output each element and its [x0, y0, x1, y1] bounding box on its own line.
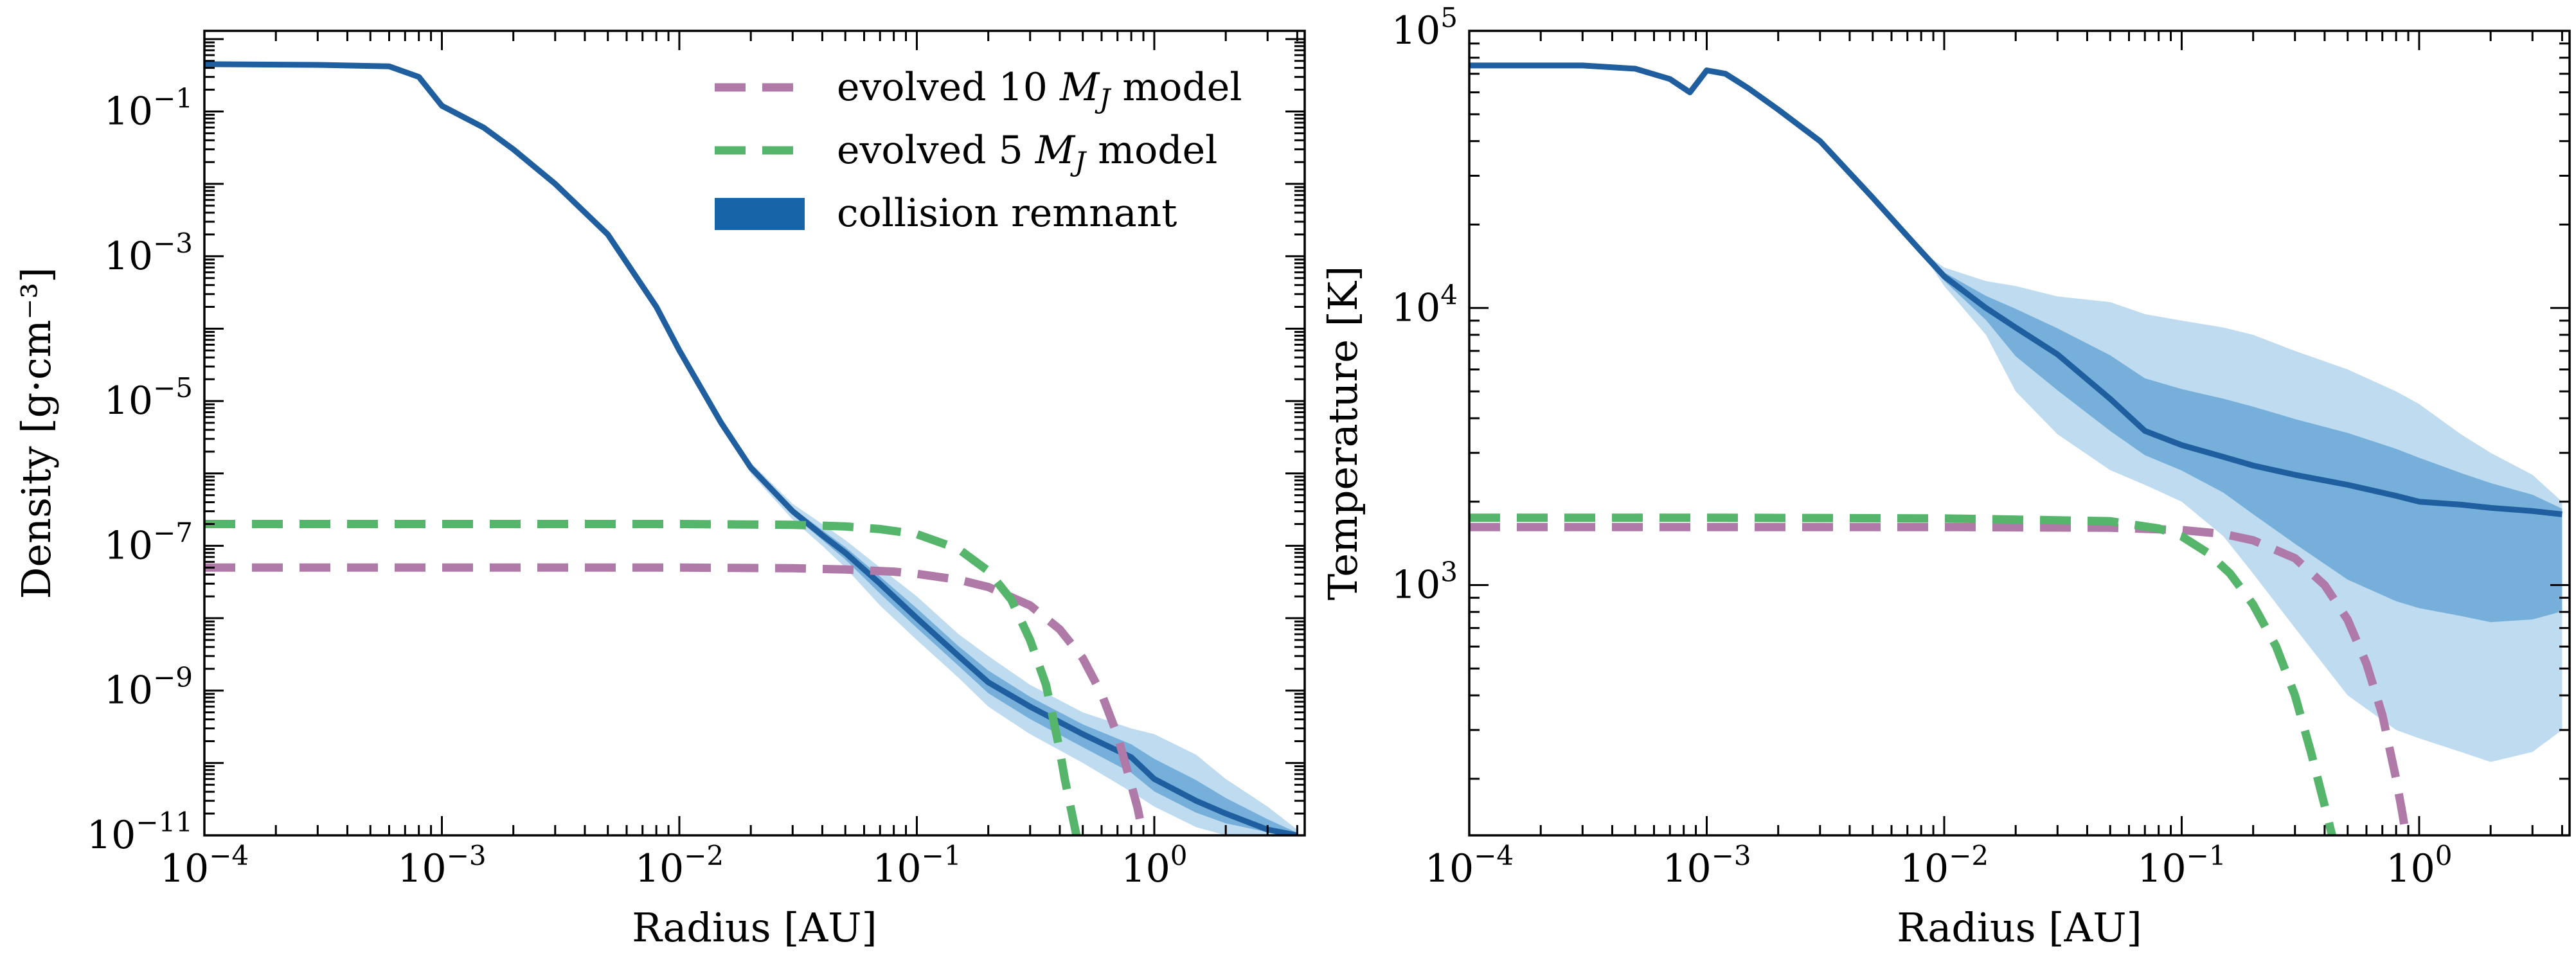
- x-tick-label: 10−4: [1425, 840, 1514, 891]
- density-panel: 10−4 10−3 10−2 10−1 100 10−11 10−9 10−7 10−5 10−3…: [13, 30, 1306, 951]
- y-tick-label: 10−7: [104, 517, 193, 568]
- y-tick-label: 10−9: [104, 662, 193, 713]
- axes-frame: [203, 30, 1306, 837]
- x-tick-label: 10−1: [2137, 840, 2226, 891]
- axes-frame: [1468, 30, 2571, 837]
- remnant-core-band: [1469, 65, 2563, 623]
- x-axis-label: Radius [AU]: [1897, 904, 2142, 951]
- remnant-median-line: [204, 61, 1298, 835]
- legend-label: evolved 5 MJ model: [837, 128, 1217, 177]
- legend: evolved 10 MJ model evolved 5 MJ model col…: [715, 65, 1242, 236]
- y-tick-label: 103: [1391, 556, 1458, 608]
- x-tick-label: 10−1: [872, 840, 961, 891]
- y-tick-label: 10−3: [104, 227, 193, 279]
- x-tick-label: 100: [2386, 840, 2452, 891]
- y-tick-label: 105: [1391, 2, 1458, 53]
- evolved-10mj-line: [1469, 522, 2410, 835]
- x-tick-label: 10−2: [635, 840, 724, 891]
- remnant-median-line: [1469, 62, 2563, 517]
- remnant-core-band: [204, 64, 1298, 835]
- y-tick-label: 10−11: [87, 806, 193, 858]
- evolved-5mj-line: [204, 520, 1081, 835]
- y-tick-label: 104: [1391, 279, 1458, 330]
- remnant-envelope: [1469, 65, 2563, 762]
- ticks: [203, 31, 1305, 837]
- plot-area: [204, 61, 1298, 835]
- legend-label: collision remnant: [837, 191, 1177, 236]
- x-tick-label: 10−3: [397, 840, 486, 891]
- y-tick-label: 10−5: [104, 372, 193, 423]
- legend-swatch: [715, 198, 805, 230]
- y-axis-label: Temperature [K]: [1319, 266, 1366, 601]
- x-axis-label: Radius [AU]: [632, 904, 877, 951]
- y-tick-label: 10−1: [104, 82, 193, 134]
- x-tick-label: 10−2: [1900, 840, 1989, 891]
- temperature-panel: 10−4 10−3 10−2 10−1 100 103 104 105 Radius [AU] T…: [1319, 2, 2571, 951]
- evolved-5mj-line: [1469, 513, 2336, 835]
- remnant-envelope: [204, 64, 1298, 835]
- ticks: [1468, 30, 2570, 835]
- x-tick-label: 10−4: [160, 840, 249, 891]
- x-tick-label: 10−3: [1662, 840, 1751, 891]
- plot-area: [1469, 62, 2563, 835]
- x-tick-label: 100: [1121, 840, 1187, 891]
- legend-label: evolved 10 MJ model: [837, 65, 1242, 114]
- y-axis-label: Density [g·cm⁻³]: [13, 267, 60, 600]
